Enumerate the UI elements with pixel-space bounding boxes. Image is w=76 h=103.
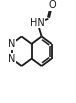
Text: N: N bbox=[8, 54, 15, 64]
Text: HN: HN bbox=[30, 18, 45, 28]
Text: O: O bbox=[48, 0, 56, 10]
Text: N: N bbox=[8, 39, 15, 49]
